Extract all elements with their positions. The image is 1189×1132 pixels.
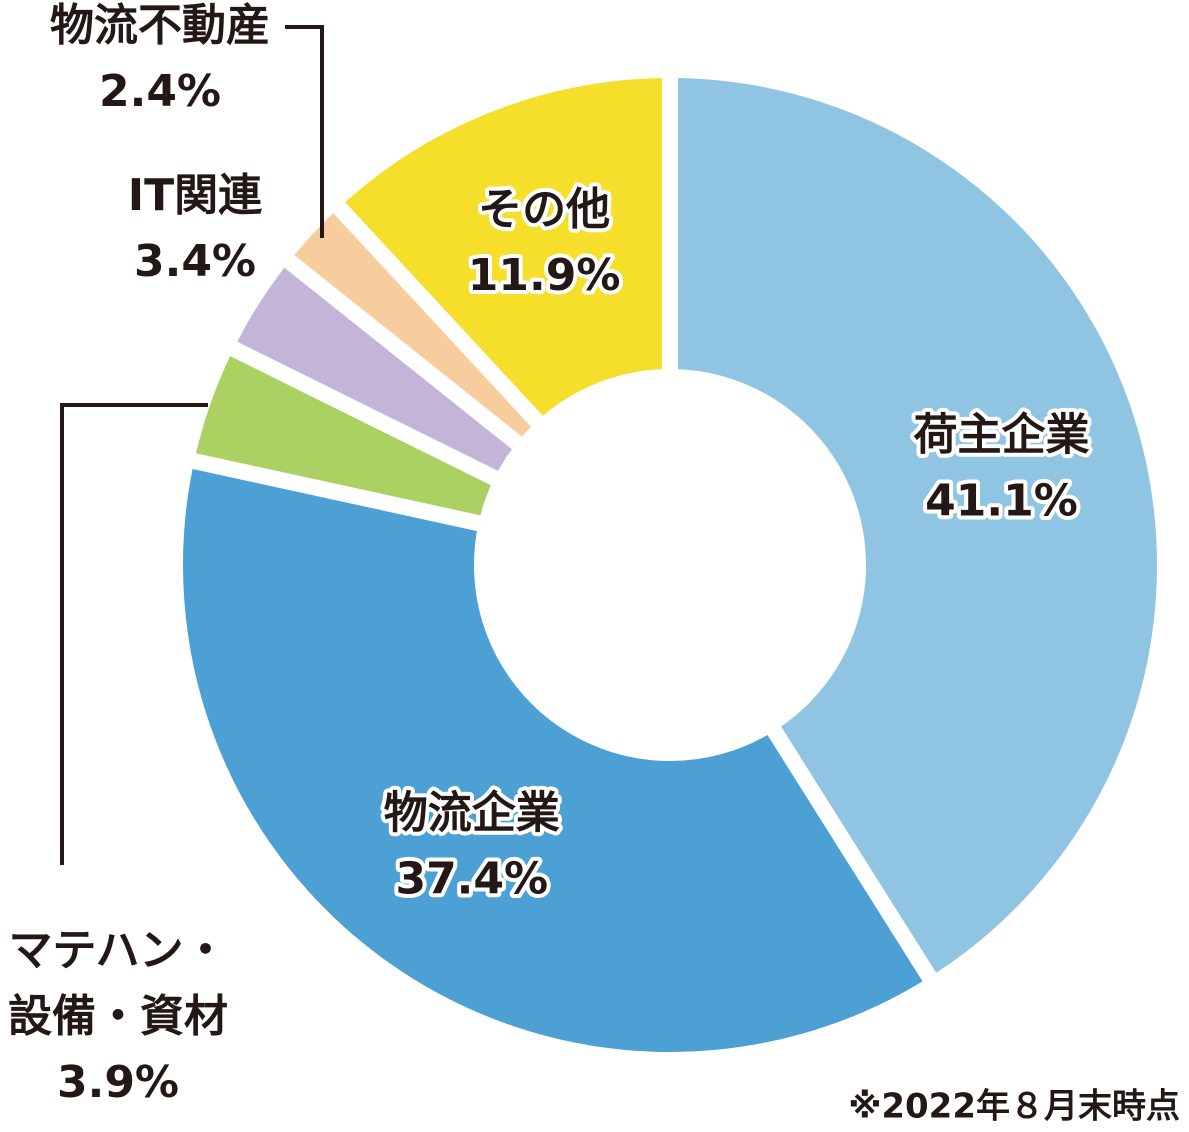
value-label: 41.1% — [925, 475, 1078, 526]
slice-label: マテハン・設備・資材 — [8, 925, 228, 1042]
slice-label: その他 — [478, 184, 610, 235]
slice-label: 荷主企業 — [913, 409, 1089, 460]
donut-slice — [322, 61, 678, 439]
slice-label: 物流企業 — [384, 787, 560, 838]
value-label: 37.4% — [395, 853, 548, 904]
leader-line — [60, 403, 208, 865]
value-label: 3.9% — [57, 1057, 179, 1108]
value-label: 2.4% — [99, 66, 221, 117]
slice-label: 物流不動産 — [50, 0, 270, 51]
donut-slice — [176, 334, 513, 535]
slice-label: IT関連 — [128, 170, 263, 221]
donut-slice — [167, 449, 945, 1068]
value-label: 11.9% — [468, 250, 621, 301]
value-label: 3.4% — [134, 236, 256, 287]
note: ※2022年８月末時点 — [848, 1087, 1180, 1127]
donut-slice — [662, 61, 1173, 995]
leader-line — [285, 25, 324, 238]
